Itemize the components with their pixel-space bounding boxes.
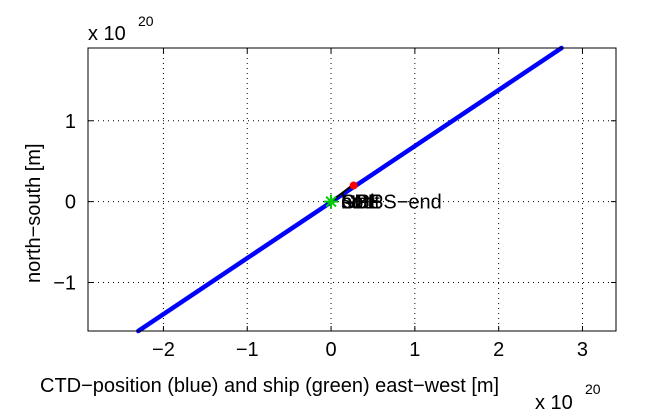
x-axis-label: CTD−position (blue) and ship (green) eas… [40, 375, 499, 397]
y-multiplier-exponent: 20 [138, 13, 154, 29]
grid [88, 48, 616, 331]
y-tick-label: −1 [53, 272, 76, 294]
y-axis-label: north−south [m] [23, 143, 45, 283]
annotation-label: end [341, 192, 374, 214]
annotation-label: GPS−end [355, 192, 442, 214]
x-tick-label: −1 [236, 339, 259, 361]
x-tick-label: 3 [577, 339, 588, 361]
plot-frame [87, 47, 617, 332]
y-multiplier-base: x 10 [88, 23, 126, 45]
x-tick-label: 2 [493, 339, 504, 361]
tick-labels-layer: −2 −1 0 1 2 3 −1 0 1 [53, 111, 588, 361]
x-tick-label: 0 [325, 339, 336, 361]
annotation-label: start [341, 192, 380, 214]
series-point-red [349, 181, 358, 190]
series-star-marker [324, 194, 339, 209]
x-multiplier-base: x 10 [535, 392, 573, 412]
annotation-label: bott [341, 192, 375, 214]
x-tick-label: 1 [409, 339, 420, 361]
x-tick-label: −2 [152, 339, 175, 361]
annotation-label: SBE [341, 192, 381, 214]
x-multiplier-exponent: 20 [585, 381, 601, 397]
series-line-0 [136, 45, 564, 334]
annotation-label: GPS [341, 192, 383, 214]
y-tick-label: 0 [65, 192, 76, 214]
series-layer [136, 45, 564, 334]
y-tick-label: 1 [65, 111, 76, 133]
ticks-layer [88, 48, 616, 331]
